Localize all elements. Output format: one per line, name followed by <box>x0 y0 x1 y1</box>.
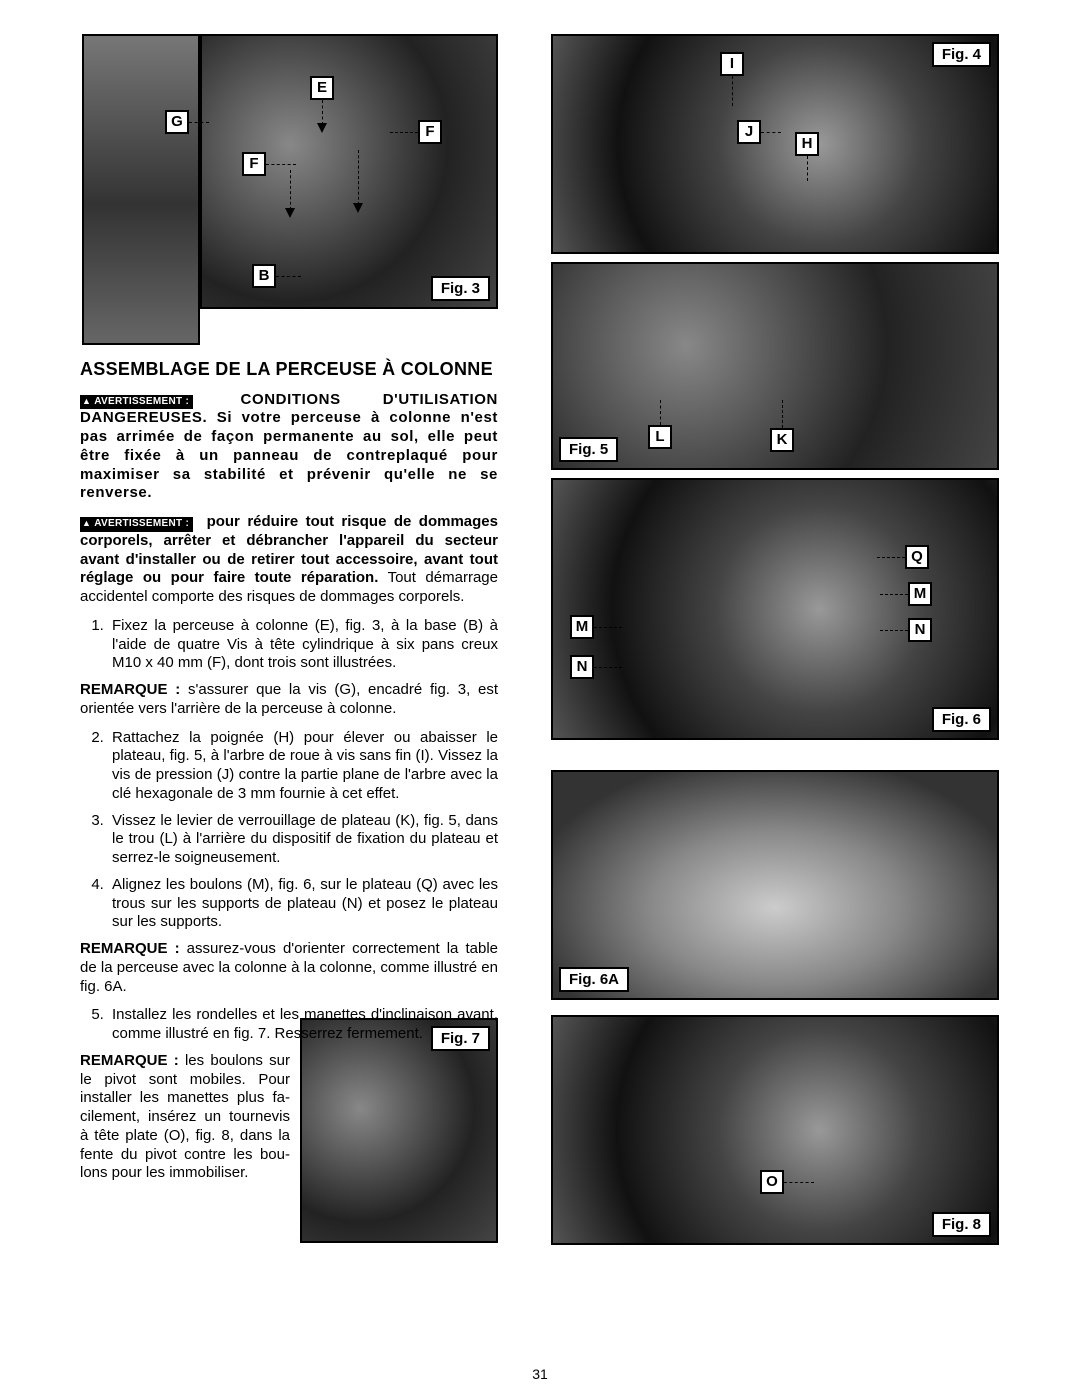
photo-placeholder <box>553 36 997 252</box>
callout-E: E <box>310 76 334 100</box>
callout-L: L <box>648 425 672 449</box>
callout-F: F <box>242 152 266 176</box>
callout-B: B <box>252 264 276 288</box>
remark-label: REMARQUE : <box>80 940 180 957</box>
figure-4: Fig. 4 <box>551 34 999 254</box>
callout-H: H <box>795 132 819 156</box>
step-2: Rattachez la poignée (H) pour élever ou … <box>108 729 498 804</box>
step-4: Alignez les boulons (M), fig. 6, sur le … <box>108 876 498 932</box>
callout-I: I <box>720 52 744 76</box>
figure-label-8: Fig. 8 <box>932 1212 991 1237</box>
callout-N: N <box>908 618 932 642</box>
remark-3: REMARQUE : les boulons sur le pivot sont… <box>80 1052 290 1183</box>
figure-6a: Fig. 6A <box>551 770 999 1000</box>
remark-3-text: les boulons sur le pivot sont mobiles. P… <box>80 1052 290 1182</box>
figure-label-3: Fig. 3 <box>431 276 490 301</box>
callout-K: K <box>770 428 794 452</box>
warning-para-2: AVERTISSEMENT : pour réduire tout risque… <box>80 513 498 607</box>
text-column: ASSEMBLAGE DE LA PERCEUSE À COLONNE AVER… <box>80 358 498 1193</box>
manual-page: Fig. 3 G E F F B Fig. 4 I J H Fig. 5 L K… <box>0 0 1080 1397</box>
photo-placeholder <box>553 480 997 738</box>
callout-M: M <box>570 615 594 639</box>
figure-3-inset <box>82 34 200 345</box>
warning-para-1: AVERTISSEMENT : CONDITIONS D'UTILISATION… <box>80 391 498 504</box>
remark-2: REMARQUE : assurez-vous d'orienter corre… <box>80 940 498 996</box>
warning-badge: AVERTISSEMENT : <box>80 395 193 410</box>
photo-placeholder <box>553 1017 997 1243</box>
page-number: 31 <box>0 1366 1080 1382</box>
callout-N: N <box>570 655 594 679</box>
remark-1: REMARQUE : s'assurer que la vis (G), enc… <box>80 681 498 719</box>
callout-O: O <box>760 1170 784 1194</box>
callout-G: G <box>165 110 189 134</box>
photo-placeholder <box>84 36 198 343</box>
figure-8: Fig. 8 <box>551 1015 999 1245</box>
photo-placeholder <box>553 772 997 998</box>
figure-label-6a: Fig. 6A <box>559 967 629 992</box>
figure-label-6: Fig. 6 <box>932 707 991 732</box>
callout-M: M <box>908 582 932 606</box>
step-1: Fixez la perceuse à colonne (E), fig. 3,… <box>108 617 498 673</box>
callout-J: J <box>737 120 761 144</box>
section-heading: ASSEMBLAGE DE LA PERCEUSE À COLONNE <box>80 358 498 381</box>
step-list-3: Installez les rondelles et les manettes … <box>80 1006 498 1044</box>
figure-label-5: Fig. 5 <box>559 437 618 462</box>
remark-label: REMARQUE : <box>80 681 180 698</box>
figure-label-4: Fig. 4 <box>932 42 991 67</box>
step-5: Installez les rondelles et les manettes … <box>108 1006 498 1044</box>
step-3: Vissez le levier de verrouillage de plat… <box>108 812 498 868</box>
callout-Q: Q <box>905 545 929 569</box>
figure-6: Fig. 6 <box>551 478 999 740</box>
remark-label: REMARQUE : <box>80 1052 179 1069</box>
step-list-1: Fixez la perceuse à colonne (E), fig. 3,… <box>80 617 498 673</box>
step-list-2: Rattachez la poignée (H) pour élever ou … <box>80 729 498 933</box>
warning-badge: AVERTISSEMENT : <box>80 517 193 532</box>
callout-F: F <box>418 120 442 144</box>
